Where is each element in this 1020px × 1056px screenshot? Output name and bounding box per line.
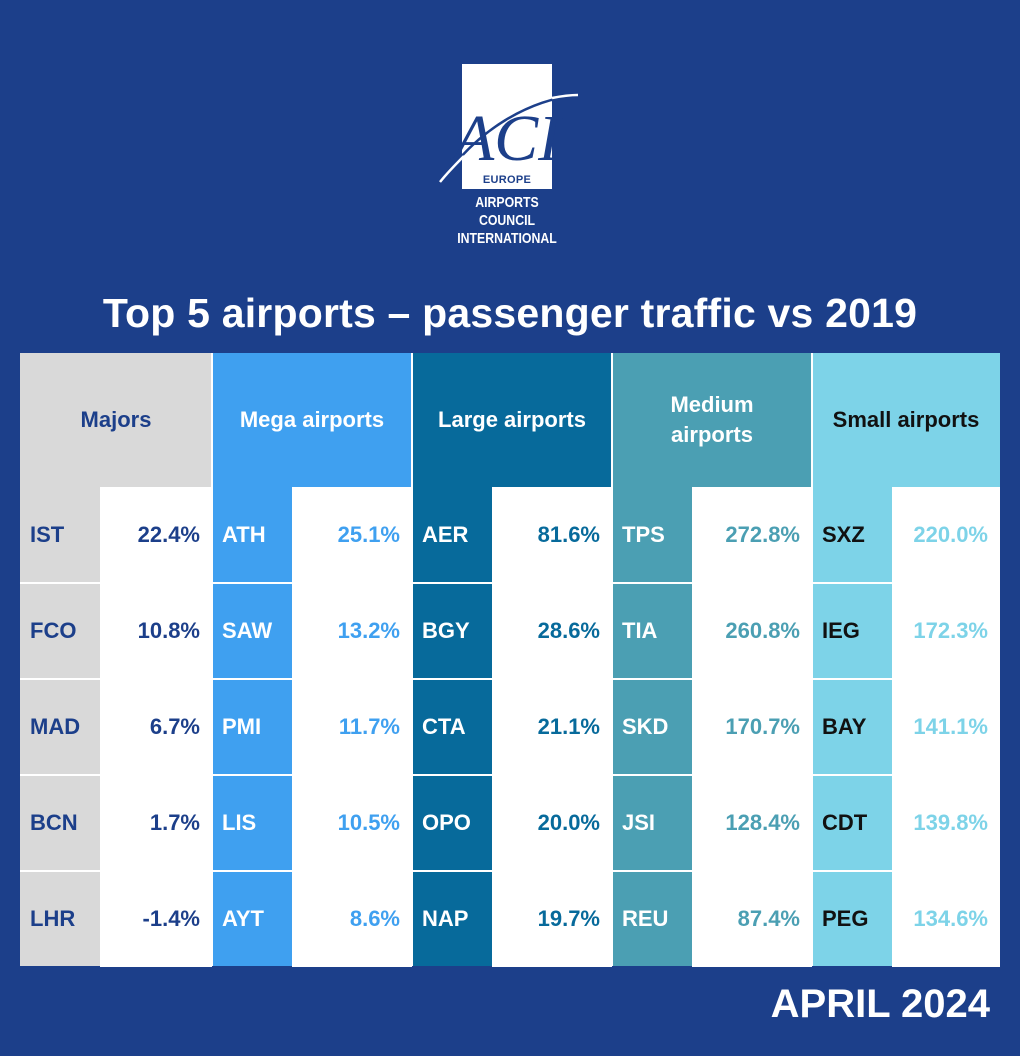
row-divider (412, 678, 492, 680)
page-title: Top 5 airports – passenger traffic vs 20… (102, 290, 918, 336)
traffic-change-value: 1.7% (100, 775, 212, 871)
row-divider (812, 870, 892, 872)
logo-mark: ACI (439, 93, 579, 183)
airport-code: TPS (622, 522, 665, 547)
row-divider (812, 678, 892, 680)
traffic-change-value: 10.5% (292, 775, 412, 871)
logo-letters: ACI (450, 102, 563, 175)
traffic-change-value: 272.8% (692, 487, 812, 583)
row-divider (412, 870, 492, 872)
airport-code: SAW (222, 618, 273, 643)
airport-code: LIS (222, 810, 257, 835)
airport-code: MAD (30, 714, 81, 739)
row-divider (212, 582, 292, 584)
row-divider (212, 870, 292, 872)
row-divider (412, 774, 492, 776)
ranking-table: Majors IST 22.4% FCO 10.8% MAD 6.7% BCN 1.7% LHR -… (20, 353, 1000, 967)
airport-code: CTA (422, 714, 466, 739)
row-divider (412, 582, 492, 584)
column-divider (611, 353, 613, 966)
column-header-mega: Mega airports (239, 407, 385, 432)
column-small: Small airports SXZ 220.0% IEG 172.3% BAY 141.1… (812, 353, 1000, 967)
column-medium: Medium airports TPS 272.8% TIA 260.8% SKD 170.… (612, 353, 812, 967)
airport-code: SKD (622, 714, 669, 739)
traffic-change-value: 19.7% (492, 871, 612, 967)
traffic-change-value: 87.4% (692, 871, 812, 967)
column-large: Large airports AER 81.6% BGY 28.6% CTA 21.1% OP… (412, 353, 612, 967)
airport-code: LHR (30, 906, 76, 931)
traffic-change-value: 260.8% (692, 583, 812, 679)
airport-code: SXZ (822, 522, 865, 547)
column-header-large: Large airports (438, 407, 586, 432)
airport-code: PEG (822, 906, 869, 931)
traffic-change-value: 141.1% (892, 679, 1000, 775)
airport-code: IEG (822, 618, 860, 643)
airport-code: AYT (222, 906, 264, 931)
row-divider (612, 582, 692, 584)
airport-code: JSI (622, 810, 656, 835)
row-divider (612, 774, 692, 776)
airport-code: PMI (222, 714, 262, 739)
row-divider (812, 582, 892, 584)
row-divider (212, 678, 292, 680)
traffic-change-value: 134.6% (892, 871, 1000, 967)
aci-europe-logo: ACI EUROPE AIRPORTS COUNCIL INTERNATIONA… (438, 60, 588, 247)
logo-org-line2: INTERNATIONAL (457, 230, 557, 247)
logo-region: EUROPE (482, 174, 532, 186)
traffic-change-value: 8.6% (292, 871, 412, 967)
row-divider (20, 870, 100, 872)
row-divider (612, 870, 692, 872)
traffic-change-value: 10.8% (100, 583, 212, 679)
traffic-change-value: 11.7% (292, 679, 412, 775)
traffic-change-value: 28.6% (492, 583, 612, 679)
row-divider (612, 678, 692, 680)
traffic-change-value: 170.7% (692, 679, 812, 775)
column-divider (811, 353, 813, 966)
column-header-small: Small airports (832, 407, 980, 432)
traffic-change-value: 22.4% (100, 487, 212, 583)
column-mega: Mega airports ATH 25.1% SAW 13.2% PMI 11.7% LIS… (212, 353, 412, 967)
traffic-change-value: 128.4% (692, 775, 812, 871)
airport-code: BAY (822, 714, 867, 739)
traffic-change-value: 13.2% (292, 583, 412, 679)
airport-code: ATH (222, 522, 266, 547)
airport-code: REU (622, 906, 669, 931)
airport-code: BGY (422, 618, 470, 643)
logo-box (462, 64, 552, 189)
row-divider (20, 774, 100, 776)
column-majors: Majors IST 22.4% FCO 10.8% MAD 6.7% BCN 1.7% LHR -… (20, 353, 212, 967)
airport-code: CDT (822, 810, 868, 835)
traffic-change-value: 20.0% (492, 775, 612, 871)
airport-code: BCN (30, 810, 78, 835)
airport-code: TIA (622, 618, 658, 643)
traffic-change-value: 81.6% (492, 487, 612, 583)
logo-organization: AIRPORTS COUNCIL INTERNATIONAL (450, 194, 563, 248)
airport-code: AER (422, 522, 469, 547)
traffic-change-value: 139.8% (892, 775, 1000, 871)
column-header-majors: Majors (80, 407, 152, 432)
report-date: APRIL 2024 (770, 982, 990, 1026)
column-header-medium: Medium airports (670, 392, 754, 447)
airport-code: OPO (422, 810, 471, 835)
row-divider (812, 774, 892, 776)
airport-code: NAP (422, 906, 469, 931)
column-divider (411, 353, 413, 966)
row-divider (20, 678, 100, 680)
logo-org-line1: AIRPORTS COUNCIL (475, 194, 539, 229)
traffic-change-value: 220.0% (892, 487, 1000, 583)
traffic-change-value: 21.1% (492, 679, 612, 775)
traffic-change-value: 25.1% (292, 487, 412, 583)
airport-code: IST (30, 522, 65, 547)
row-divider (20, 582, 100, 584)
row-divider (212, 774, 292, 776)
traffic-change-value: -1.4% (100, 871, 212, 967)
traffic-change-value: 6.7% (100, 679, 212, 775)
traffic-change-value: 172.3% (892, 583, 1000, 679)
column-divider (211, 353, 213, 966)
airport-code: FCO (30, 618, 77, 643)
